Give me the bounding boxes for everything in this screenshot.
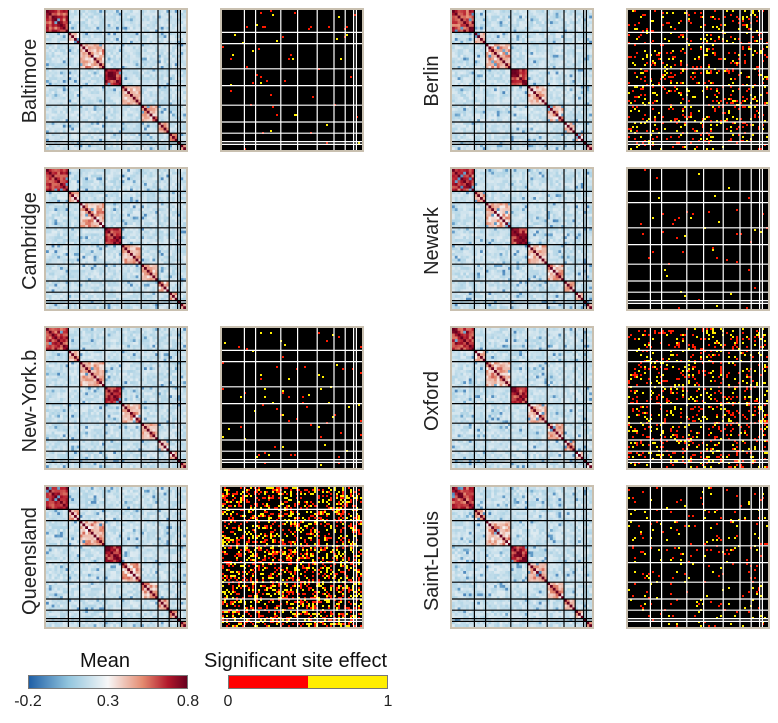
effect-matrix-berlin [626, 8, 770, 152]
mean-matrix-svg [46, 328, 186, 468]
effect-colorbar-tick: 1 [384, 693, 393, 711]
effect-matrix-new-york-b [220, 326, 364, 470]
effect-matrix-saint-louis [626, 485, 770, 629]
site-label-new-york-b: New-York.b [16, 326, 44, 476]
effect-matrix-svg [628, 169, 768, 309]
site-label-berlin: Berlin [418, 6, 446, 156]
mean-matrix-svg [452, 10, 592, 150]
mean-matrix-baltimore [44, 8, 188, 152]
mean-colorbar [28, 675, 188, 689]
mean-matrix-cambridge [44, 167, 188, 311]
mean-matrix-svg [452, 328, 592, 468]
effect-matrix-svg [222, 10, 362, 150]
site-label-baltimore: Baltimore [16, 6, 44, 156]
mean-colorbar-tick: -0.2 [14, 693, 42, 711]
mean-matrix-svg [452, 169, 592, 309]
mean-matrix-berlin [450, 8, 594, 152]
effect-matrix-svg [628, 487, 768, 627]
effect-matrix-newark [626, 167, 770, 311]
effect-matrix-svg [628, 10, 768, 150]
effect-matrix-svg [222, 328, 362, 468]
mean-matrix-queensland [44, 485, 188, 629]
effect-colorbar-title: Significant site effect [204, 650, 387, 673]
mean-matrix-saint-louis [450, 485, 594, 629]
site-label-queensland: Queensland [16, 486, 44, 636]
mean-matrix-new-york-b [44, 326, 188, 470]
site-label-cambridge: Cambridge [16, 166, 44, 316]
mean-matrix-svg [46, 487, 186, 627]
mean-colorbar-title: Mean [80, 650, 130, 673]
mean-matrix-svg [46, 169, 186, 309]
effect-matrix-svg [628, 328, 768, 468]
site-label-newark: Newark [418, 166, 446, 316]
mean-matrix-newark [450, 167, 594, 311]
effect-colorbar [228, 675, 388, 689]
mean-matrix-oxford [450, 326, 594, 470]
mean-colorbar-tick: 0.8 [177, 693, 199, 711]
effect-colorbar-tick: 0 [224, 693, 233, 711]
mean-colorbar-tick: 0.3 [97, 693, 119, 711]
mean-matrix-svg [452, 487, 592, 627]
mean-matrix-svg [46, 10, 186, 150]
effect-matrix-svg [222, 487, 362, 627]
effect-matrix-oxford [626, 326, 770, 470]
site-label-oxford: Oxford [418, 326, 446, 476]
effect-matrix-baltimore [220, 8, 364, 152]
effect-matrix-queensland [220, 485, 364, 629]
site-label-saint-louis: Saint-Louis [418, 486, 446, 636]
